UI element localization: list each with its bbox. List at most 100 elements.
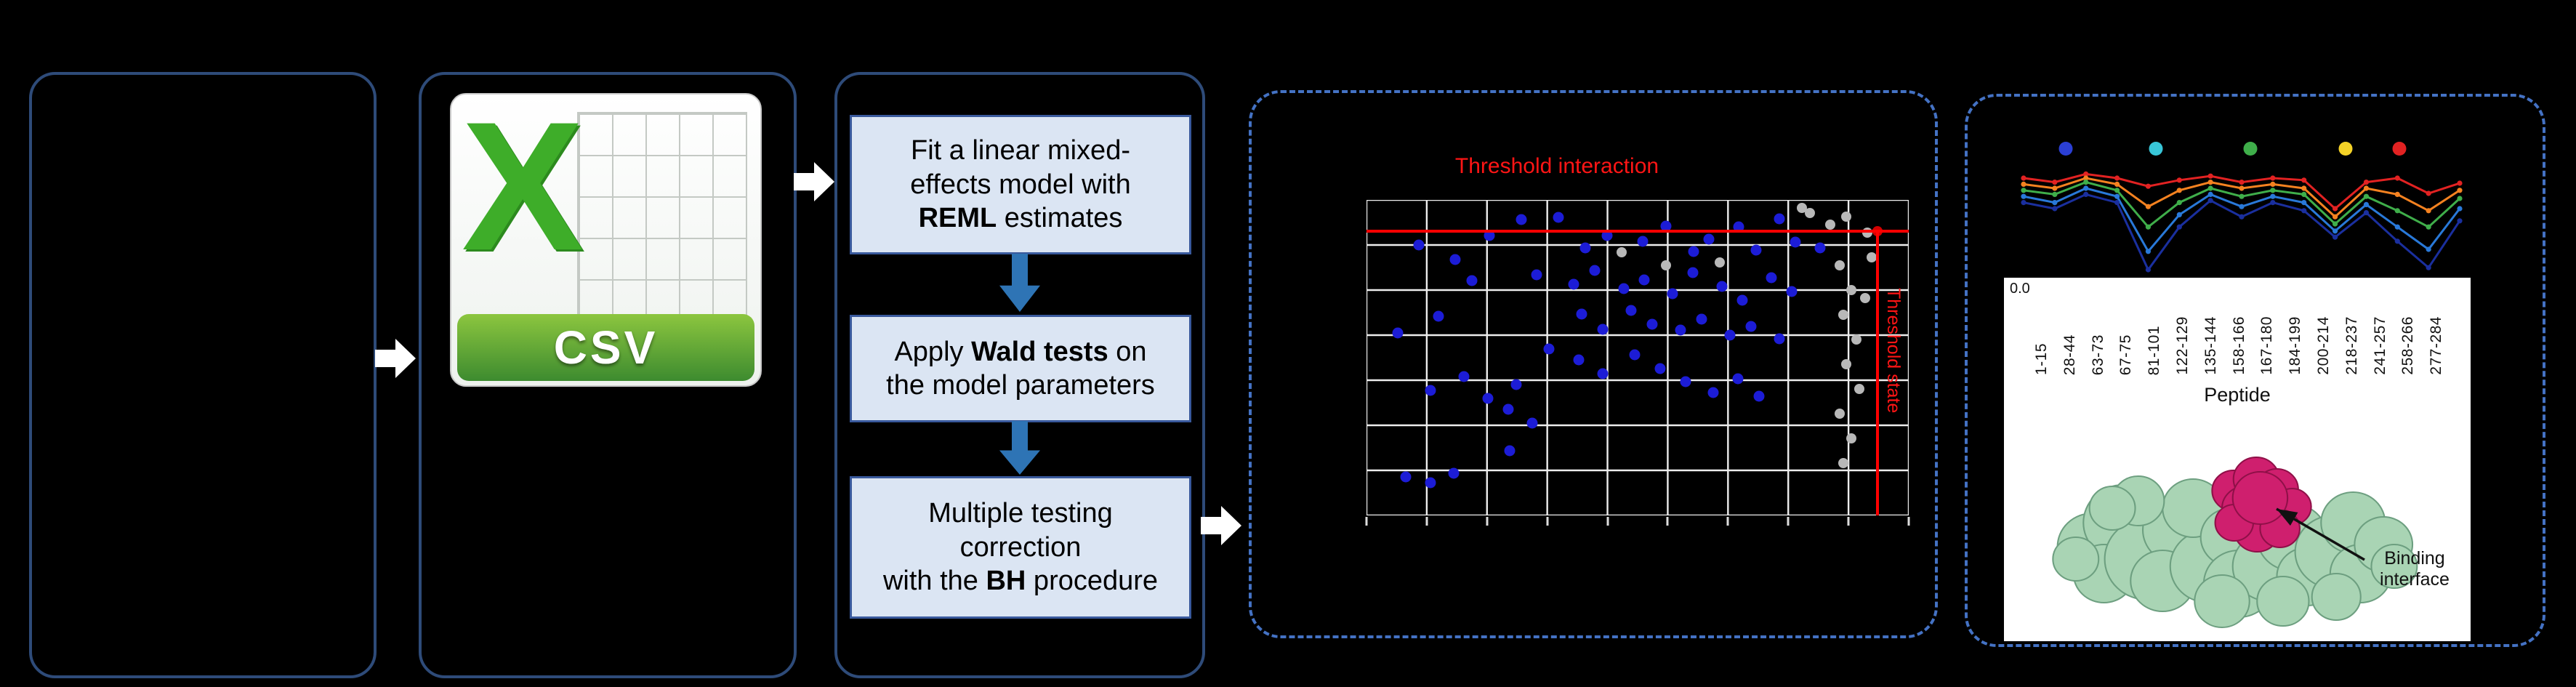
peptide-tick-label: 241-257 xyxy=(2371,316,2388,375)
step-text-line: Apply Wald tests on xyxy=(894,336,1147,367)
scatter-point xyxy=(1835,260,1846,271)
scatter-point xyxy=(1433,310,1444,322)
axis-tick xyxy=(1666,517,1669,526)
scatter-point xyxy=(1774,213,1785,225)
step-text-line: the model parameters xyxy=(886,370,1155,401)
scatter-point xyxy=(1504,445,1516,457)
step-text-line: Multiple testing xyxy=(928,498,1113,529)
csv-banner-label: CSV xyxy=(457,314,754,381)
peptide-tick-label: 81-101 xyxy=(2146,325,2163,375)
scatter-point xyxy=(1466,275,1478,286)
step-text-line: REML estimates xyxy=(918,203,1123,234)
scatter-point xyxy=(1392,327,1404,339)
axis-tick xyxy=(1787,517,1790,526)
peptide-tick-label: 258-266 xyxy=(2399,316,2417,375)
scatter-point xyxy=(1790,236,1801,248)
csv-file-icon: X CSV xyxy=(450,93,762,387)
legend-dot-time-2 xyxy=(2149,142,2163,156)
uptake-chart xyxy=(2016,142,2467,276)
peptide-tick-label: 167-180 xyxy=(2258,316,2276,375)
peptide-tick-label: 1-15 xyxy=(2033,342,2050,375)
scatter-point xyxy=(1425,385,1436,396)
timepoint-legend xyxy=(2016,142,2467,156)
scatter-point xyxy=(1526,417,1538,429)
scatter-point xyxy=(1675,324,1686,336)
legend-dot-time-3 xyxy=(2243,142,2258,156)
threshold-line-vertical xyxy=(1875,230,1879,515)
peptide-tick-label: 277-284 xyxy=(2428,316,2445,375)
scatter-point xyxy=(1750,244,1762,256)
scatter-point xyxy=(1753,390,1765,401)
step-text-line: with the BH procedure xyxy=(882,566,1159,597)
scatter-point xyxy=(1579,242,1591,254)
scatter-point xyxy=(1573,354,1585,366)
scatter-point xyxy=(1805,208,1816,219)
scatter-point xyxy=(1687,267,1699,278)
scatter-point xyxy=(1707,387,1719,398)
peptide-tick-label: 122-129 xyxy=(2174,316,2191,375)
legend-dot-time-1 xyxy=(2058,142,2073,156)
scatter-point xyxy=(1660,220,1672,232)
uptake-lines-svg xyxy=(2021,171,2463,273)
scatter-point xyxy=(1625,305,1637,316)
scatter-point xyxy=(1638,274,1650,286)
scatter-point xyxy=(1458,371,1470,382)
axis-tick xyxy=(1425,517,1428,526)
scatter-point xyxy=(1413,239,1425,251)
scatter-point xyxy=(1597,368,1609,379)
step-text-line: correction xyxy=(959,531,1082,563)
peptide-tick-label: 67-75 xyxy=(2117,334,2135,375)
peptide-axis-label: Peptide xyxy=(2204,384,2271,406)
scatter-point xyxy=(1732,373,1744,385)
scatter-point xyxy=(1786,286,1798,297)
y-axis-tick: 0.0 xyxy=(2010,281,2030,297)
scatter-point xyxy=(1688,246,1699,257)
scatter-point xyxy=(1618,283,1630,294)
axis-tick xyxy=(1606,517,1609,526)
scatter-point xyxy=(1597,324,1609,335)
threshold-line-horizontal xyxy=(1367,229,1909,233)
step-text-line: effects model with xyxy=(910,169,1131,200)
scatter-point xyxy=(1824,219,1835,230)
flow-arrow-3 xyxy=(1201,506,1241,545)
x-axis-ticks xyxy=(1365,517,1910,527)
scatter-point xyxy=(1400,471,1412,483)
flow-arrow-1 xyxy=(375,339,416,378)
scatter-point xyxy=(1766,272,1777,284)
scatter-point xyxy=(1835,408,1846,419)
method-box: Fit a linear mixed- effects model with R… xyxy=(834,72,1205,678)
scatter-point xyxy=(1637,236,1649,247)
scatter-point xyxy=(1543,343,1555,355)
peptide-tick-labels: 1-15 28-44 63-73 67-75 81-101 122-129 135-144 1… xyxy=(2026,282,2462,375)
scatter-point xyxy=(1846,285,1856,296)
axis-tick xyxy=(1365,517,1368,526)
scatter-point xyxy=(1667,288,1678,300)
method-arrow-2 xyxy=(999,421,1040,475)
axis-tick xyxy=(1847,517,1850,526)
scatter-point xyxy=(1733,221,1744,233)
scatter-point xyxy=(1680,376,1691,387)
scatter-point xyxy=(1841,211,1852,222)
scatter-point xyxy=(1448,467,1460,479)
scatter-point xyxy=(1660,260,1671,271)
scatter-point xyxy=(1838,310,1848,321)
axis-tick xyxy=(1486,517,1489,526)
scatter-point xyxy=(1846,433,1856,443)
scatter-point xyxy=(1510,379,1522,390)
threshold-scatter-panel: Threshold interaction Threshold state xyxy=(1249,90,1938,638)
peptide-panel: 0.0 1-15 28-44 63-73 67-75 81-101 122-129 135-… xyxy=(2004,278,2471,641)
scatter-point xyxy=(1841,359,1852,370)
step-text-line: Fit a linear mixed- xyxy=(911,135,1130,166)
scatter-point xyxy=(1851,334,1861,345)
scatter-point xyxy=(1502,403,1514,415)
threshold-interaction-label: Threshold interaction xyxy=(1454,154,1659,178)
axis-tick xyxy=(1726,517,1729,526)
scatter-point xyxy=(1482,393,1494,404)
scatter-point xyxy=(1797,202,1808,213)
peptide-tick-label: 158-166 xyxy=(2230,316,2247,375)
threshold-state-label: Threshold state xyxy=(1883,288,1904,414)
scatter-point xyxy=(1589,265,1601,276)
csv-data-box: X CSV xyxy=(419,72,797,678)
scatter-point xyxy=(1715,257,1726,268)
